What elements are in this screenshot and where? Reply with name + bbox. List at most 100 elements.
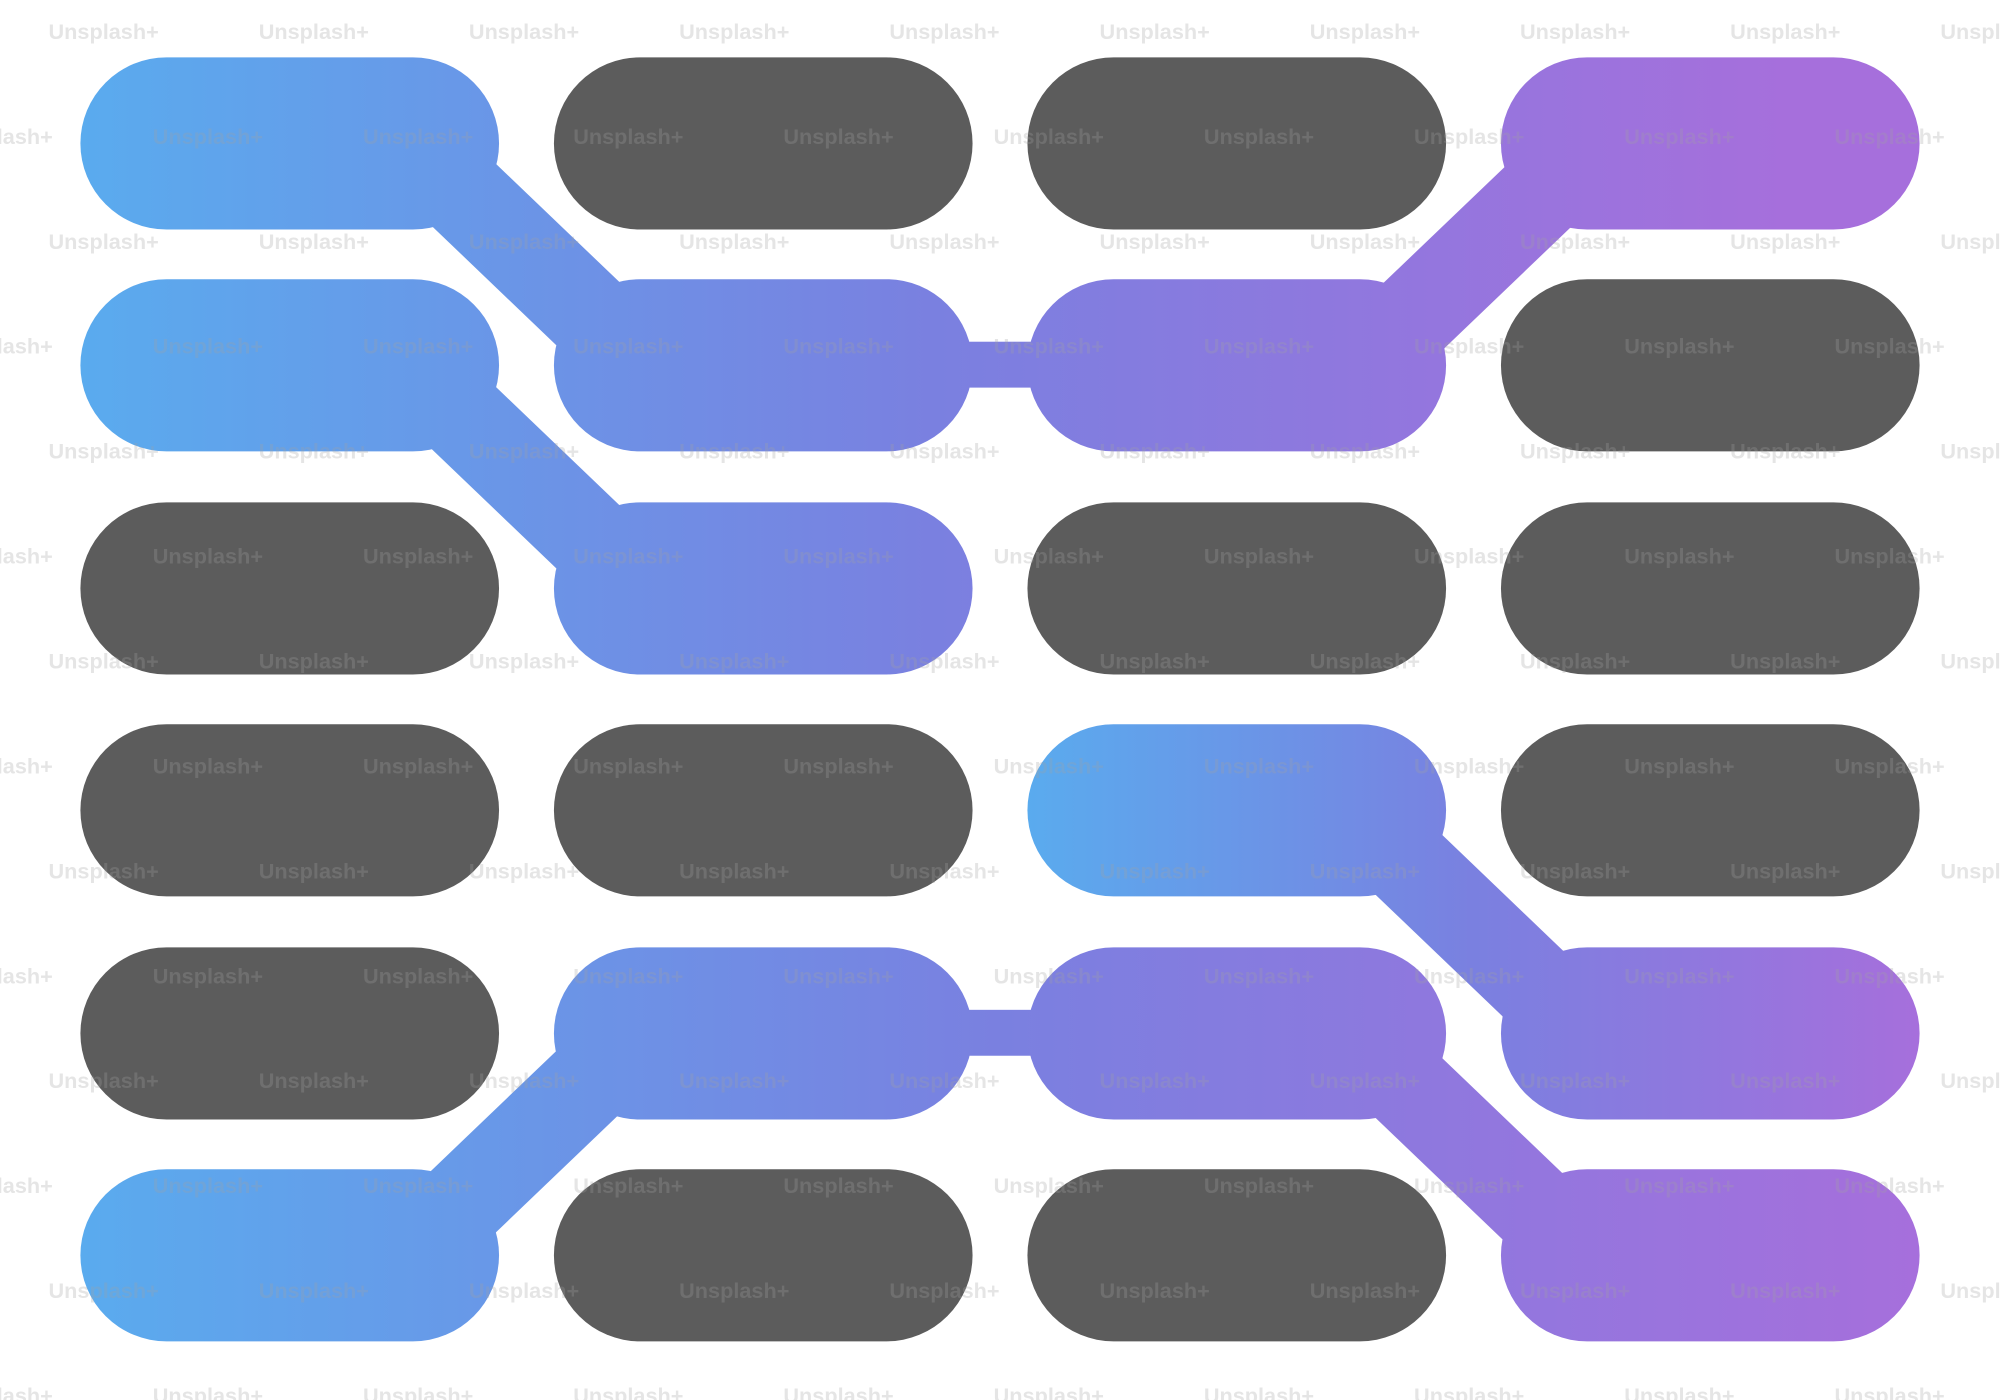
- watermark: Unsplash+: [0, 1173, 53, 1198]
- pill: [553, 279, 973, 452]
- watermark: Unsplash+: [363, 753, 473, 778]
- watermark: Unsplash+: [1624, 753, 1734, 778]
- watermark: Unsplash+: [49, 19, 159, 44]
- pill: [1500, 724, 1920, 897]
- watermark: Unsplash+: [1940, 439, 2000, 464]
- watermark: Unsplash+: [1730, 439, 1840, 464]
- watermark: Unsplash+: [49, 1068, 159, 1093]
- watermark: Unsplash+: [1940, 229, 2000, 254]
- watermark: Unsplash+: [363, 1173, 473, 1198]
- watermark: Unsplash+: [1414, 753, 1524, 778]
- watermark: Unsplash+: [1204, 334, 1314, 359]
- watermark: Unsplash+: [573, 124, 683, 149]
- watermark: Unsplash+: [783, 334, 893, 359]
- watermark: Unsplash+: [783, 1173, 893, 1198]
- watermark: Unsplash+: [573, 753, 683, 778]
- watermark: Unsplash+: [1414, 544, 1524, 569]
- watermark: Unsplash+: [1520, 439, 1630, 464]
- watermark: Unsplash+: [994, 963, 1104, 988]
- watermark: Unsplash+: [259, 1068, 369, 1093]
- watermark: Unsplash+: [1414, 1173, 1524, 1198]
- watermark: Unsplash+: [49, 1278, 159, 1303]
- pill: [1027, 57, 1447, 230]
- watermark: Unsplash+: [1730, 858, 1840, 883]
- watermark: Unsplash+: [994, 1173, 1104, 1198]
- watermark: Unsplash+: [1310, 229, 1420, 254]
- watermark: Unsplash+: [679, 439, 789, 464]
- watermark: Unsplash+: [783, 1383, 893, 1400]
- watermark: Unsplash+: [1834, 1383, 1944, 1400]
- pill: [1500, 502, 1920, 675]
- watermark: Unsplash+: [1310, 1278, 1420, 1303]
- watermark: Unsplash+: [889, 229, 999, 254]
- watermark: Unsplash+: [573, 544, 683, 569]
- watermark: Unsplash+: [1834, 1173, 1944, 1198]
- watermark: Unsplash+: [573, 1383, 683, 1400]
- watermark: Unsplash+: [0, 124, 53, 149]
- watermark: Unsplash+: [994, 753, 1104, 778]
- watermark: Unsplash+: [259, 229, 369, 254]
- pill: [1500, 947, 1920, 1120]
- watermark: Unsplash+: [469, 439, 579, 464]
- watermark: Unsplash+: [0, 753, 53, 778]
- watermark: Unsplash+: [1310, 649, 1420, 674]
- watermark: Unsplash+: [783, 124, 893, 149]
- watermark: Unsplash+: [1940, 858, 2000, 883]
- watermark: Unsplash+: [49, 858, 159, 883]
- watermark: Unsplash+: [1414, 1383, 1524, 1400]
- watermark: Unsplash+: [1100, 858, 1210, 883]
- watermark: Unsplash+: [49, 649, 159, 674]
- watermark: Unsplash+: [1520, 229, 1630, 254]
- watermark: Unsplash+: [1204, 753, 1314, 778]
- watermark: Unsplash+: [573, 963, 683, 988]
- watermark: Unsplash+: [363, 1383, 473, 1400]
- watermark: Unsplash+: [153, 963, 263, 988]
- watermark: Unsplash+: [259, 19, 369, 44]
- watermark: Unsplash+: [0, 334, 53, 359]
- pill: [80, 279, 500, 452]
- watermark: Unsplash+: [889, 1278, 999, 1303]
- watermark: Unsplash+: [49, 439, 159, 464]
- watermark: Unsplash+: [1834, 334, 1944, 359]
- watermark: Unsplash+: [994, 544, 1104, 569]
- watermark: Unsplash+: [1940, 19, 2000, 44]
- watermark: Unsplash+: [1834, 963, 1944, 988]
- watermark: Unsplash+: [1100, 649, 1210, 674]
- watermark: Unsplash+: [259, 649, 369, 674]
- watermark: Unsplash+: [1310, 439, 1420, 464]
- watermark: Unsplash+: [1834, 544, 1944, 569]
- watermark: Unsplash+: [469, 229, 579, 254]
- watermark: Unsplash+: [1940, 1068, 2000, 1093]
- watermark: Unsplash+: [1204, 963, 1314, 988]
- watermark: Unsplash+: [1940, 1278, 2000, 1303]
- watermark: Unsplash+: [1100, 1068, 1210, 1093]
- pill: [80, 502, 500, 675]
- watermark: Unsplash+: [889, 1068, 999, 1093]
- pill: [1027, 279, 1447, 452]
- watermark: Unsplash+: [889, 649, 999, 674]
- watermark: Unsplash+: [679, 858, 789, 883]
- pill: [80, 57, 500, 230]
- watermark: Unsplash+: [1520, 1278, 1630, 1303]
- watermark: Unsplash+: [0, 963, 53, 988]
- watermark: Unsplash+: [363, 124, 473, 149]
- watermark: Unsplash+: [1310, 858, 1420, 883]
- watermark: Unsplash+: [1624, 1173, 1734, 1198]
- watermark: Unsplash+: [679, 229, 789, 254]
- watermark: Unsplash+: [363, 963, 473, 988]
- watermark: Unsplash+: [469, 1068, 579, 1093]
- pill: [553, 724, 973, 897]
- watermark: Unsplash+: [259, 1278, 369, 1303]
- watermark: Unsplash+: [1100, 439, 1210, 464]
- watermark: Unsplash+: [1414, 334, 1524, 359]
- watermark: Unsplash+: [1940, 649, 2000, 674]
- pill: [553, 502, 973, 675]
- watermark: Unsplash+: [783, 963, 893, 988]
- watermark: Unsplash+: [679, 649, 789, 674]
- watermark: Unsplash+: [1204, 1173, 1314, 1198]
- watermark: Unsplash+: [1310, 1068, 1420, 1093]
- watermark: Unsplash+: [1100, 19, 1210, 44]
- watermark: Unsplash+: [1204, 544, 1314, 569]
- pill: [1027, 1169, 1447, 1342]
